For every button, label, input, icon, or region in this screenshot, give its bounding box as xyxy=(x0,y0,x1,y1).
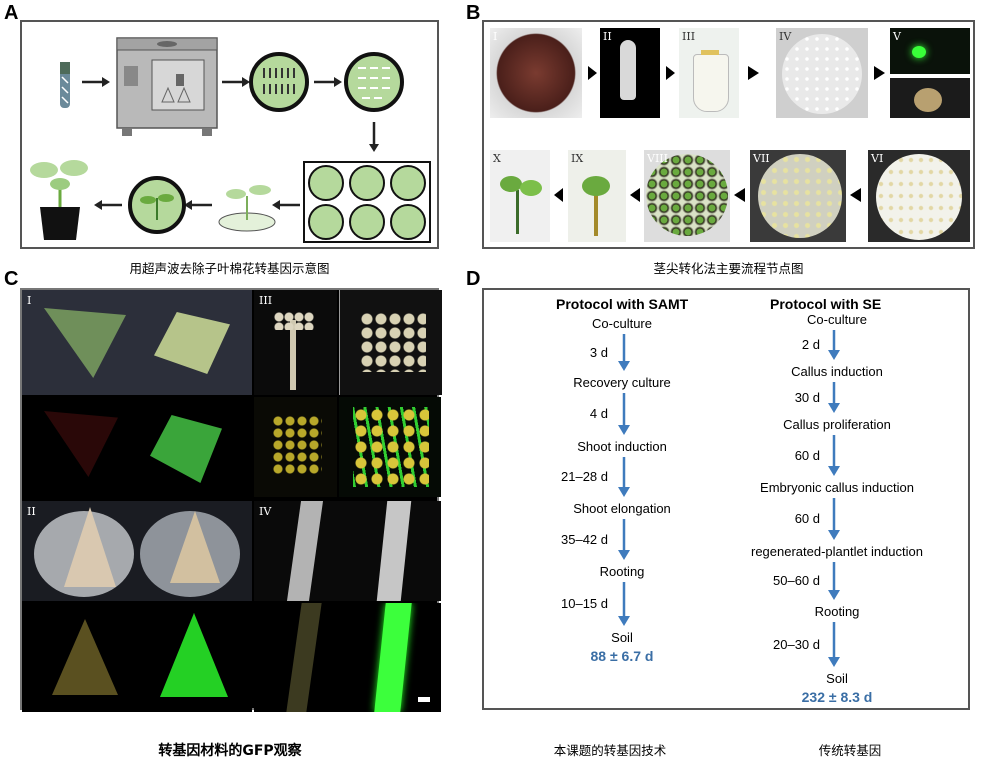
samt-total-time: 88 ± 6.7 d xyxy=(590,648,654,664)
photo-plate-vii: VII xyxy=(750,150,846,242)
plantlet-circle-icon xyxy=(128,176,186,234)
samt-step: Soil xyxy=(611,630,633,645)
photo-stamen-gfp-2 xyxy=(339,397,441,497)
ultrasonic-bath-icon xyxy=(116,37,218,136)
se-flow-arrow xyxy=(828,562,840,600)
flow-arrow xyxy=(874,66,885,80)
samt-duration: 3 d xyxy=(589,344,608,360)
flow-arrow xyxy=(850,188,861,202)
panel-a-label: A xyxy=(4,2,19,24)
se-flow-arrow xyxy=(828,435,840,476)
se-duration: 50–60 d xyxy=(773,573,820,588)
se-step: Co-culture xyxy=(807,312,867,327)
photo-gfp-apex: V xyxy=(890,28,970,74)
cocultured-dish-icon xyxy=(344,52,404,112)
samt-flow-arrow xyxy=(618,393,630,435)
se-step: Callus proliferation xyxy=(783,417,891,432)
samt-caption: 本课题的转基因技术 xyxy=(553,743,667,758)
se-duration: 20–30 d xyxy=(773,636,820,652)
seedling-dish-icon xyxy=(218,185,276,232)
samt-duration: 10–15 d xyxy=(561,596,608,611)
se-step: regenerated-plantlet induction xyxy=(750,544,924,559)
samt-flow-arrow xyxy=(618,519,630,560)
se-flow-arrow xyxy=(828,622,840,667)
samt-title: Protocol with SAMT xyxy=(556,296,689,312)
panel-c-caption: 转基因材料的GFP观察 xyxy=(158,743,302,759)
se-step: Soil xyxy=(826,671,848,686)
panel-a-caption: 用超声波去除子叶棉花转基因示意图 xyxy=(129,261,330,276)
potted-plant-icon xyxy=(30,160,88,240)
panel-b-frame: I II III IV V X IX VIII VII xyxy=(482,20,975,249)
samt-step: Co-culture xyxy=(592,316,652,331)
se-flow-arrow xyxy=(828,330,840,360)
photo-stem-bright: IV xyxy=(254,501,441,601)
photo-plant-x: X xyxy=(490,150,550,242)
se-duration: 30 d xyxy=(794,389,820,405)
photo-stem-gfp xyxy=(254,603,441,712)
panel-d-label: D xyxy=(466,268,481,290)
six-well-plate-icon xyxy=(303,161,431,243)
photo-plant-ix: IX xyxy=(568,150,626,242)
panel-a-frame xyxy=(20,20,439,249)
photo-leaf-gfp xyxy=(22,397,252,497)
se-total-time: 232 ± 8.3 d xyxy=(801,689,873,705)
photo-callus-bright: II xyxy=(22,501,252,601)
flow-arrow xyxy=(588,66,597,80)
photo-seeds: I xyxy=(490,28,582,118)
se-flow-arrow xyxy=(828,382,840,413)
samt-step: Shoot induction xyxy=(577,439,667,454)
samt-flow-arrow xyxy=(618,582,630,626)
se-duration: 60 d xyxy=(794,447,820,463)
photo-bright-apex xyxy=(890,78,970,118)
panel-d-frame: Protocol with SAMT Protocol with SE Co-c… xyxy=(482,288,970,710)
se-duration: 2 d xyxy=(801,337,820,352)
se-flow-arrow xyxy=(828,498,840,540)
photo-stamen-bright-1: III xyxy=(254,290,337,395)
samt-duration: 21–28 d xyxy=(561,469,608,484)
se-step: Callus induction xyxy=(791,364,883,379)
samt-flow-arrow xyxy=(618,334,630,371)
seedling-tube-icon xyxy=(60,62,70,108)
photo-leaf-bright: I xyxy=(22,290,252,395)
panel-c-label: C xyxy=(4,268,19,290)
panel-c-frame: I III II IV xyxy=(20,288,442,712)
photo-plate-dots: IV xyxy=(776,28,868,118)
photo-stamen-bright-2 xyxy=(339,290,442,395)
se-step: Embryonic callus induction xyxy=(760,480,914,495)
explant-dish-icon xyxy=(249,52,309,112)
samt-duration: 35–42 d xyxy=(561,531,608,547)
photo-callus-gfp xyxy=(22,603,252,712)
se-caption: 传统转基因 xyxy=(818,743,882,758)
samt-step: Rooting xyxy=(599,564,645,579)
scale-bar xyxy=(418,697,430,702)
photo-plate-vi: VI xyxy=(868,150,970,242)
samt-step: Shoot elongation xyxy=(573,501,671,516)
flow-arrow xyxy=(630,188,640,202)
se-step: Rooting xyxy=(814,604,860,619)
panel-b-label: B xyxy=(466,2,481,24)
samt-duration: 4 d xyxy=(589,406,608,421)
photo-stamen-gfp-1 xyxy=(254,397,337,497)
panel-a-schematic xyxy=(30,37,431,243)
photo-shoot-apex: II xyxy=(600,28,660,118)
photo-flask: III xyxy=(679,28,739,118)
photo-plate-viii: VIII xyxy=(644,150,730,242)
samt-flow-arrow xyxy=(618,457,630,497)
flow-arrow xyxy=(748,66,759,80)
panel-b-caption: 茎尖转化法主要流程节点图 xyxy=(653,261,804,276)
flow-arrow xyxy=(554,188,563,202)
se-duration: 60 d xyxy=(794,511,820,526)
flow-arrow xyxy=(734,188,745,202)
samt-step: Recovery culture xyxy=(573,375,671,390)
flow-arrow xyxy=(666,66,675,80)
se-title: Protocol with SE xyxy=(770,296,882,312)
